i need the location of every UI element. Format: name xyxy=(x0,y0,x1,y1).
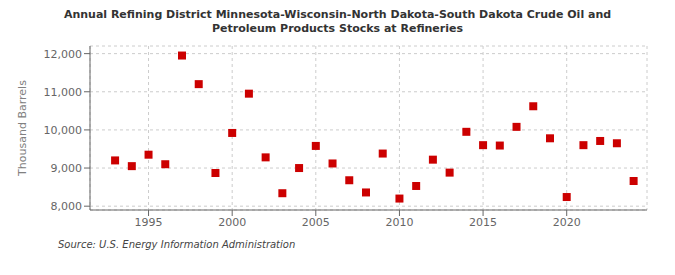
svg-text:8,000: 8,000 xyxy=(51,200,83,213)
svg-text:2020: 2020 xyxy=(553,216,581,229)
svg-text:Thousand Barrels: Thousand Barrels xyxy=(16,80,29,177)
svg-text:2010: 2010 xyxy=(385,216,413,229)
svg-text:11,000: 11,000 xyxy=(44,86,83,99)
svg-text:10,000: 10,000 xyxy=(44,124,83,137)
svg-text:2015: 2015 xyxy=(469,216,497,229)
html-text:Source: U.S. Energy Informatio: Source: U.S. Energy Information Administ… xyxy=(58,239,296,250)
html-text:Petroleum Products Stocks at R: Petroleum Products Stocks at Refineries xyxy=(212,22,463,35)
svg-text:2000: 2000 xyxy=(218,216,246,229)
html-text:Annual Refining District Minne: Annual Refining District Minnesota-Wisco… xyxy=(63,8,612,21)
svg-text:2005: 2005 xyxy=(302,216,330,229)
svg-text:12,000: 12,000 xyxy=(44,48,83,61)
svg-text:9,000: 9,000 xyxy=(51,162,83,175)
svg-text:1995: 1995 xyxy=(135,216,163,229)
